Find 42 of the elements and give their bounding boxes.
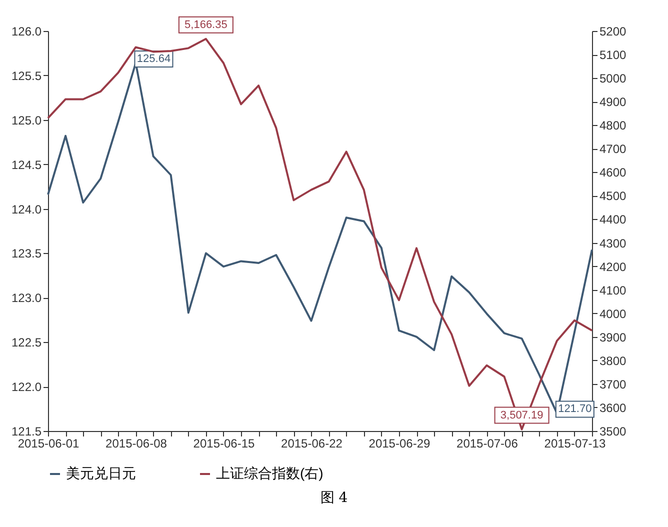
y-tick-label: 125.0	[11, 113, 42, 128]
y-tick-label: 121.5	[11, 424, 42, 438]
caption: 图 4	[319, 489, 349, 507]
data-label: 5,166.35	[184, 18, 228, 31]
y-tick-label: 124.0	[11, 202, 42, 216]
legend-label: 上证综合指数(右)	[216, 465, 324, 481]
y2-tick-label: 5100	[600, 48, 627, 62]
y2-tick-label: 4800	[600, 118, 627, 133]
y2-tick-label: 3500	[600, 424, 627, 438]
y-tick-label: 122.0	[11, 380, 42, 394]
y2-tick-label: 4100	[600, 283, 627, 298]
y-tick-label: 122.5	[11, 336, 42, 350]
x-tick-label: 2015-07-13	[544, 436, 606, 450]
x-tick-label: 2015-06-01	[18, 436, 80, 450]
y2-tick-label: 5000	[600, 72, 627, 86]
x-tick-label: 2015-06-08	[106, 436, 168, 450]
x-tick-label: 2015-07-06	[456, 436, 518, 450]
y2-tick-label: 4400	[600, 212, 627, 227]
x-tick-label: 2015-06-29	[368, 436, 430, 450]
y2-tick-label: 4700	[600, 142, 627, 156]
x-tick-label: 2015-06-15	[193, 436, 255, 450]
y2-tick-label: 4500	[600, 189, 627, 204]
y2-tick-label: 4300	[600, 236, 627, 250]
y2-tick-label: 3700	[600, 377, 627, 392]
y2-tick-label: 5200	[600, 24, 627, 38]
y2-tick-label: 4900	[600, 95, 627, 110]
data-label: 121.70	[558, 403, 592, 416]
data-label: 3,507.19	[500, 409, 544, 422]
x-tick-label: 2015-06-22	[281, 436, 343, 450]
y2-tick-label: 4200	[600, 260, 627, 274]
y2-tick-label: 3600	[600, 400, 627, 415]
y2-tick-label: 4600	[600, 166, 627, 180]
legend-label: 美元兑日元	[66, 465, 136, 481]
y-tick-label: 125.5	[11, 68, 42, 83]
y-tick-label: 124.5	[11, 158, 42, 172]
data-label: 125.64	[136, 53, 171, 65]
y2-tick-label: 3900	[600, 330, 627, 344]
y-tick-label: 123.0	[11, 291, 42, 306]
y-tick-label: 126.0	[11, 24, 42, 38]
y-tick-label: 123.5	[11, 246, 42, 261]
y2-tick-label: 3800	[600, 354, 627, 368]
y2-tick-label: 4000	[600, 306, 627, 321]
